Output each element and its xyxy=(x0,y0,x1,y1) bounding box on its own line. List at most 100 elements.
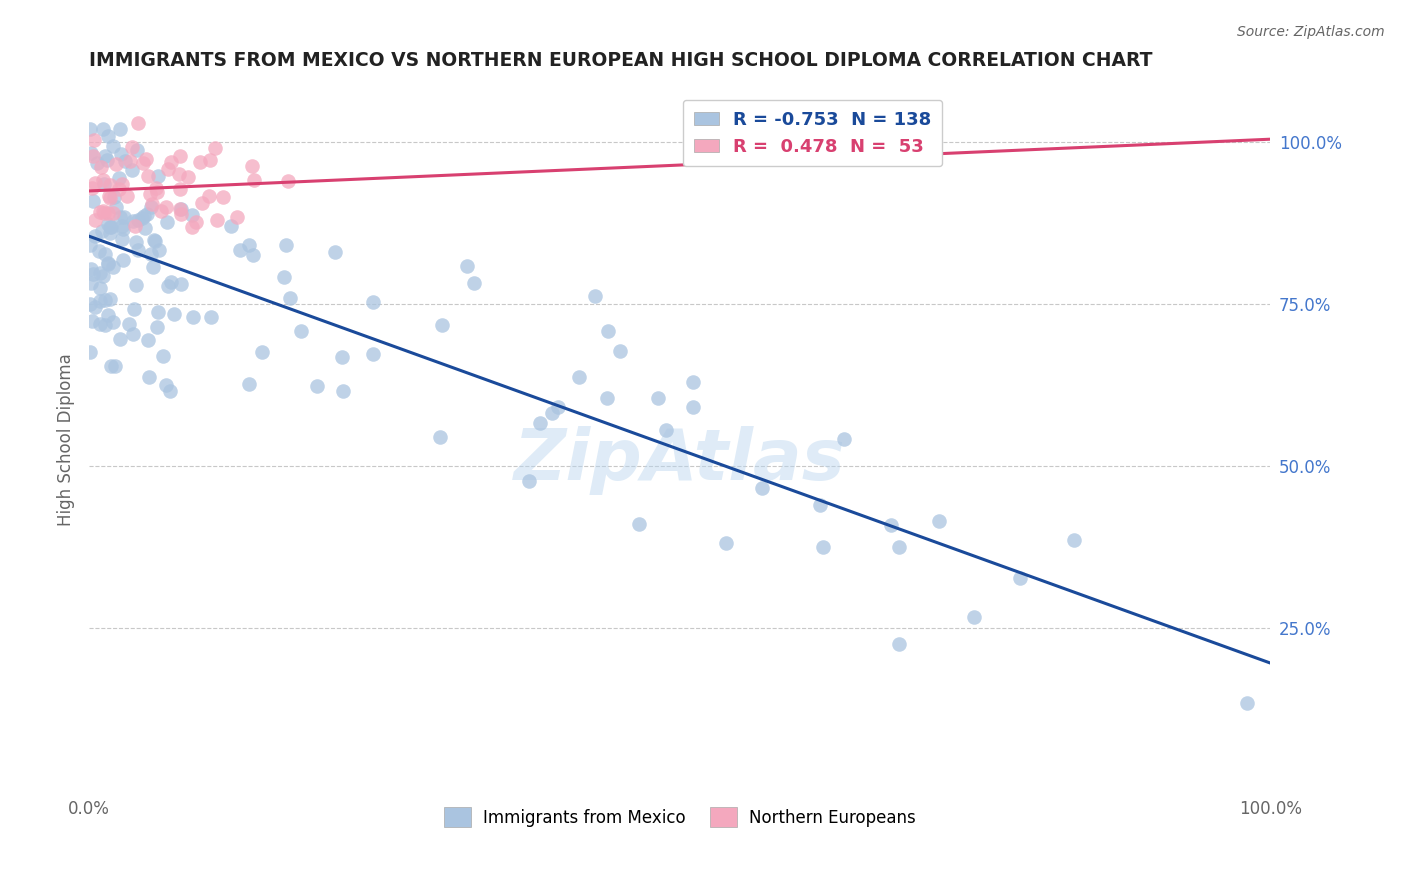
Point xyxy=(159,384,181,398)
Point xyxy=(87,244,110,259)
Point xyxy=(880,517,903,532)
Point xyxy=(111,253,134,268)
Point xyxy=(135,207,157,221)
Point xyxy=(127,243,149,257)
Point xyxy=(97,129,120,144)
Point xyxy=(97,217,120,231)
Point xyxy=(1063,533,1085,548)
Point xyxy=(142,233,165,247)
Point xyxy=(181,209,204,223)
Point xyxy=(332,384,354,398)
Point xyxy=(131,156,153,170)
Point xyxy=(121,140,143,154)
Point xyxy=(889,541,911,555)
Point xyxy=(136,334,159,348)
Point xyxy=(160,275,183,289)
Point xyxy=(84,176,107,190)
Point xyxy=(243,173,266,187)
Point xyxy=(105,200,128,214)
Point xyxy=(141,246,163,260)
Point xyxy=(627,517,650,532)
Point xyxy=(180,220,202,235)
Point xyxy=(150,204,173,219)
Point xyxy=(121,162,143,177)
Point xyxy=(238,237,260,252)
Point xyxy=(811,541,834,555)
Point xyxy=(170,277,193,292)
Point xyxy=(84,301,107,315)
Point xyxy=(98,292,121,306)
Point xyxy=(170,202,193,216)
Point xyxy=(94,149,117,163)
Point xyxy=(103,314,125,328)
Point xyxy=(97,257,120,271)
Point xyxy=(80,261,103,276)
Text: ZipAtlas: ZipAtlas xyxy=(513,426,845,495)
Point xyxy=(832,432,855,446)
Point xyxy=(654,423,676,437)
Point xyxy=(125,143,148,157)
Point xyxy=(456,259,478,273)
Point xyxy=(273,269,295,284)
Point xyxy=(547,401,569,415)
Point xyxy=(157,161,180,176)
Point xyxy=(138,370,160,384)
Point xyxy=(169,202,191,217)
Point xyxy=(101,139,124,153)
Point xyxy=(145,180,167,194)
Point xyxy=(146,304,169,318)
Point xyxy=(98,226,121,240)
Point xyxy=(276,238,298,252)
Point xyxy=(97,188,120,202)
Point xyxy=(682,375,704,389)
Point xyxy=(198,189,221,203)
Point xyxy=(277,174,299,188)
Point xyxy=(250,345,273,359)
Point xyxy=(121,214,143,228)
Text: IMMIGRANTS FROM MEXICO VS NORTHERN EUROPEAN HIGH SCHOOL DIPLOMA CORRELATION CHAR: IMMIGRANTS FROM MEXICO VS NORTHERN EUROP… xyxy=(89,51,1153,70)
Point xyxy=(93,206,115,220)
Point xyxy=(228,243,250,257)
Point xyxy=(103,190,125,204)
Point xyxy=(94,246,117,260)
Point xyxy=(80,314,103,328)
Point xyxy=(323,245,346,260)
Point xyxy=(79,238,101,252)
Point xyxy=(96,153,118,167)
Point xyxy=(89,294,111,309)
Point xyxy=(122,301,145,316)
Point xyxy=(204,141,226,155)
Point xyxy=(89,281,111,295)
Text: Source: ZipAtlas.com: Source: ZipAtlas.com xyxy=(1237,25,1385,39)
Point xyxy=(361,295,384,310)
Point xyxy=(91,172,114,186)
Point xyxy=(94,293,117,307)
Point xyxy=(107,170,129,185)
Point xyxy=(124,219,146,233)
Point xyxy=(889,637,911,651)
Point xyxy=(183,310,205,324)
Point xyxy=(219,219,242,234)
Point xyxy=(105,157,128,171)
Point xyxy=(82,149,104,163)
Point xyxy=(100,359,122,373)
Point xyxy=(97,205,120,219)
Point xyxy=(188,155,211,169)
Point xyxy=(104,359,127,374)
Point xyxy=(118,317,141,331)
Point xyxy=(93,177,115,191)
Point xyxy=(91,122,114,136)
Point xyxy=(125,278,148,293)
Point xyxy=(170,207,193,221)
Point xyxy=(541,406,564,420)
Point xyxy=(963,610,986,624)
Point xyxy=(94,318,117,332)
Point xyxy=(238,377,260,392)
Point xyxy=(127,116,149,130)
Point xyxy=(131,211,153,225)
Point xyxy=(595,391,617,405)
Point xyxy=(91,269,114,284)
Point xyxy=(114,153,136,168)
Point xyxy=(169,182,191,196)
Point xyxy=(200,153,222,167)
